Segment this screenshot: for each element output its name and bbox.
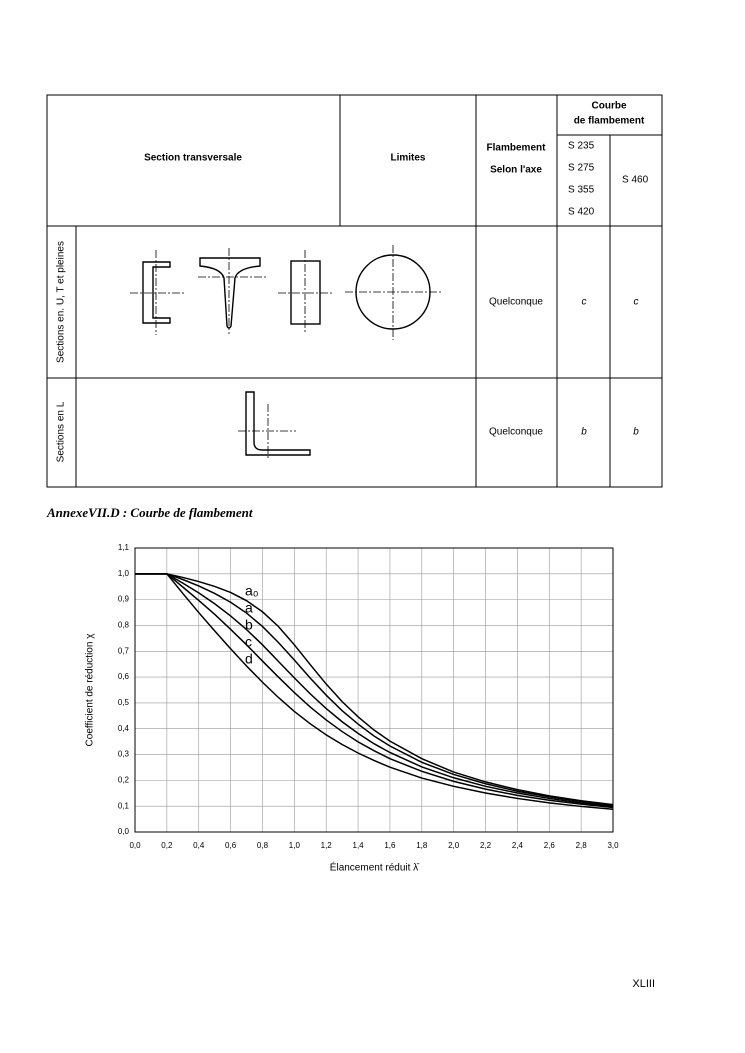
header-curve: de flambement	[574, 116, 645, 127]
curve-label: a	[245, 600, 253, 616]
curve-label: b	[245, 617, 253, 633]
row-curve: b	[581, 427, 587, 438]
row-curve: c	[634, 297, 639, 308]
grade: S 275	[568, 163, 595, 174]
y-tick-label: 0,5	[118, 698, 130, 707]
x-tick-label: 1,4	[353, 841, 365, 850]
table-border	[46, 94, 663, 488]
section-drawings	[130, 245, 441, 460]
x-tick-label: 2,0	[448, 841, 460, 850]
y-tick-label: 0,8	[118, 621, 130, 630]
y-tick-label: 0,9	[118, 595, 130, 604]
grade: S 355	[568, 185, 595, 196]
header-section: Section transversale	[144, 153, 242, 164]
y-tick-label: 0,7	[118, 646, 130, 655]
row-axis: Quelconque	[489, 427, 543, 438]
grade: S 420	[568, 207, 595, 218]
x-tick-label: 2,2	[480, 841, 492, 850]
y-tick-label: 0,6	[118, 672, 130, 681]
y-axis-label: Coefficient de réduction χ	[85, 633, 96, 747]
x-tick-label: 1,6	[384, 841, 396, 850]
x-tick-label: 0,8	[257, 841, 269, 850]
x-tick-label: 2,4	[512, 841, 524, 850]
grade: S 460	[622, 175, 649, 186]
table	[46, 94, 663, 488]
curve	[135, 573, 614, 811]
x-tick-label: 0,2	[161, 841, 173, 850]
curve-label: d	[245, 651, 253, 667]
header-limits: Limites	[390, 153, 425, 164]
x-tick-label: 0,0	[129, 841, 141, 850]
header-curve: Courbe	[592, 101, 627, 112]
x-tick-label: 1,8	[416, 841, 428, 850]
y-tick-label: 0,2	[118, 775, 130, 784]
x-tick-label: 3,0	[607, 841, 619, 850]
row-curve: c	[582, 297, 587, 308]
caption: AnnexeVII.D : Courbe de flambement	[46, 505, 253, 520]
y-tick-label: 0,1	[118, 801, 130, 810]
header-axis: Selon l'axe	[490, 165, 542, 176]
plot-frame	[134, 547, 614, 833]
y-tick-label: 0,3	[118, 750, 130, 759]
curve	[135, 573, 614, 806]
curve	[135, 573, 614, 808]
curve-label: c	[245, 634, 252, 650]
x-tick-label: 1,2	[321, 841, 333, 850]
y-tick-label: 1,0	[118, 569, 130, 578]
y-tick-label: 0,0	[118, 827, 130, 836]
grade: S 235	[568, 141, 595, 152]
x-tick-label: 0,4	[193, 841, 205, 850]
curve	[135, 573, 614, 809]
x-tick-label: 2,8	[576, 841, 588, 850]
plot-area	[134, 547, 614, 833]
x-tick-label: 1,0	[289, 841, 301, 850]
row-label: Sections en L	[56, 401, 67, 462]
y-tick-label: 1,1	[118, 543, 130, 552]
x-tick-label: 2,6	[544, 841, 556, 850]
curve-label: a₀	[245, 583, 259, 599]
x-tick-label: 0,6	[225, 841, 237, 850]
curve	[135, 573, 614, 807]
page-number: XLIII	[632, 978, 655, 990]
row-curve: b	[633, 427, 639, 438]
row-label: Sections en. U, T et pleines	[56, 241, 67, 363]
header-axis: Flambement	[487, 143, 547, 154]
x-axis-label: Élancement réduit λ̄	[330, 861, 420, 874]
row-axis: Quelconque	[489, 297, 543, 308]
y-tick-label: 0,4	[118, 724, 130, 733]
